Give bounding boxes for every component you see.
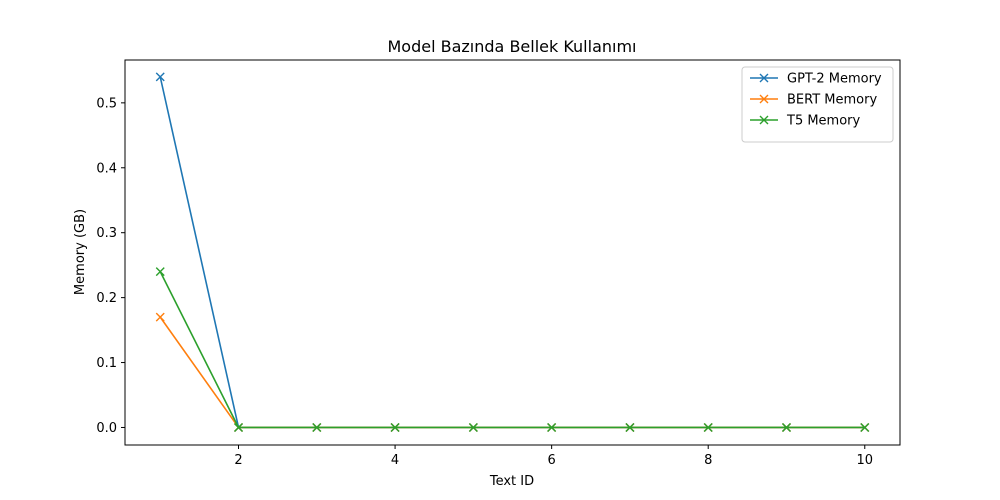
data-point-marker xyxy=(155,267,165,277)
plot-area xyxy=(124,59,901,446)
plot-frame xyxy=(124,59,901,446)
x-tick-label: 2 xyxy=(234,453,242,468)
legend-entry: T5 Memory xyxy=(750,114,861,129)
legend-entry: BERT Memory xyxy=(750,93,877,108)
legend-swatch-marker xyxy=(759,94,769,104)
series-line xyxy=(159,271,865,429)
y-tick-label: 0.1 xyxy=(96,356,117,371)
data-point-marker xyxy=(234,422,244,432)
data-point-marker xyxy=(547,422,557,432)
legend-entry: GPT-2 Memory xyxy=(750,72,882,87)
x-tick-label: 4 xyxy=(391,453,399,468)
x-tick-label: 6 xyxy=(548,453,556,468)
legend: GPT-2 Memory BERT Memory T5 Memory xyxy=(741,66,894,143)
data-point-marker xyxy=(703,422,713,432)
y-tick-label: 0.0 xyxy=(96,421,117,436)
data-point-marker xyxy=(781,422,791,432)
data-point-marker xyxy=(390,422,400,432)
chart-title: Model Bazında Bellek Kullanımı xyxy=(388,37,637,56)
y-tick-label: 0.5 xyxy=(96,96,117,111)
legend-frame xyxy=(741,66,894,143)
data-point-marker xyxy=(312,422,322,432)
legend-label: GPT-2 Memory xyxy=(787,72,882,87)
x-axis-ticks: 2 4 6 8 10 xyxy=(234,445,873,468)
data-point-marker xyxy=(155,312,165,322)
x-tick-label: 10 xyxy=(856,453,873,468)
y-tick-label: 0.3 xyxy=(96,226,117,241)
data-point-marker xyxy=(468,422,478,432)
y-axis-label: Memory (GB) xyxy=(73,209,88,295)
data-point-marker xyxy=(155,72,165,82)
x-axis-label: Text ID xyxy=(489,474,534,489)
legend-swatch-marker xyxy=(759,115,769,125)
data-point-marker xyxy=(860,422,870,432)
y-axis-ticks: 0.0 0.1 0.2 0.3 0.4 0.5 xyxy=(96,96,125,436)
series-layer xyxy=(155,72,870,432)
x-tick-label: 8 xyxy=(704,453,712,468)
data-point-marker xyxy=(625,422,635,432)
legend-label: BERT Memory xyxy=(787,93,877,108)
series-t5-memory xyxy=(155,267,870,432)
y-tick-label: 0.2 xyxy=(96,291,117,306)
legend-swatch-marker xyxy=(759,73,769,83)
legend-label: T5 Memory xyxy=(786,114,861,129)
y-tick-label: 0.4 xyxy=(96,161,117,176)
